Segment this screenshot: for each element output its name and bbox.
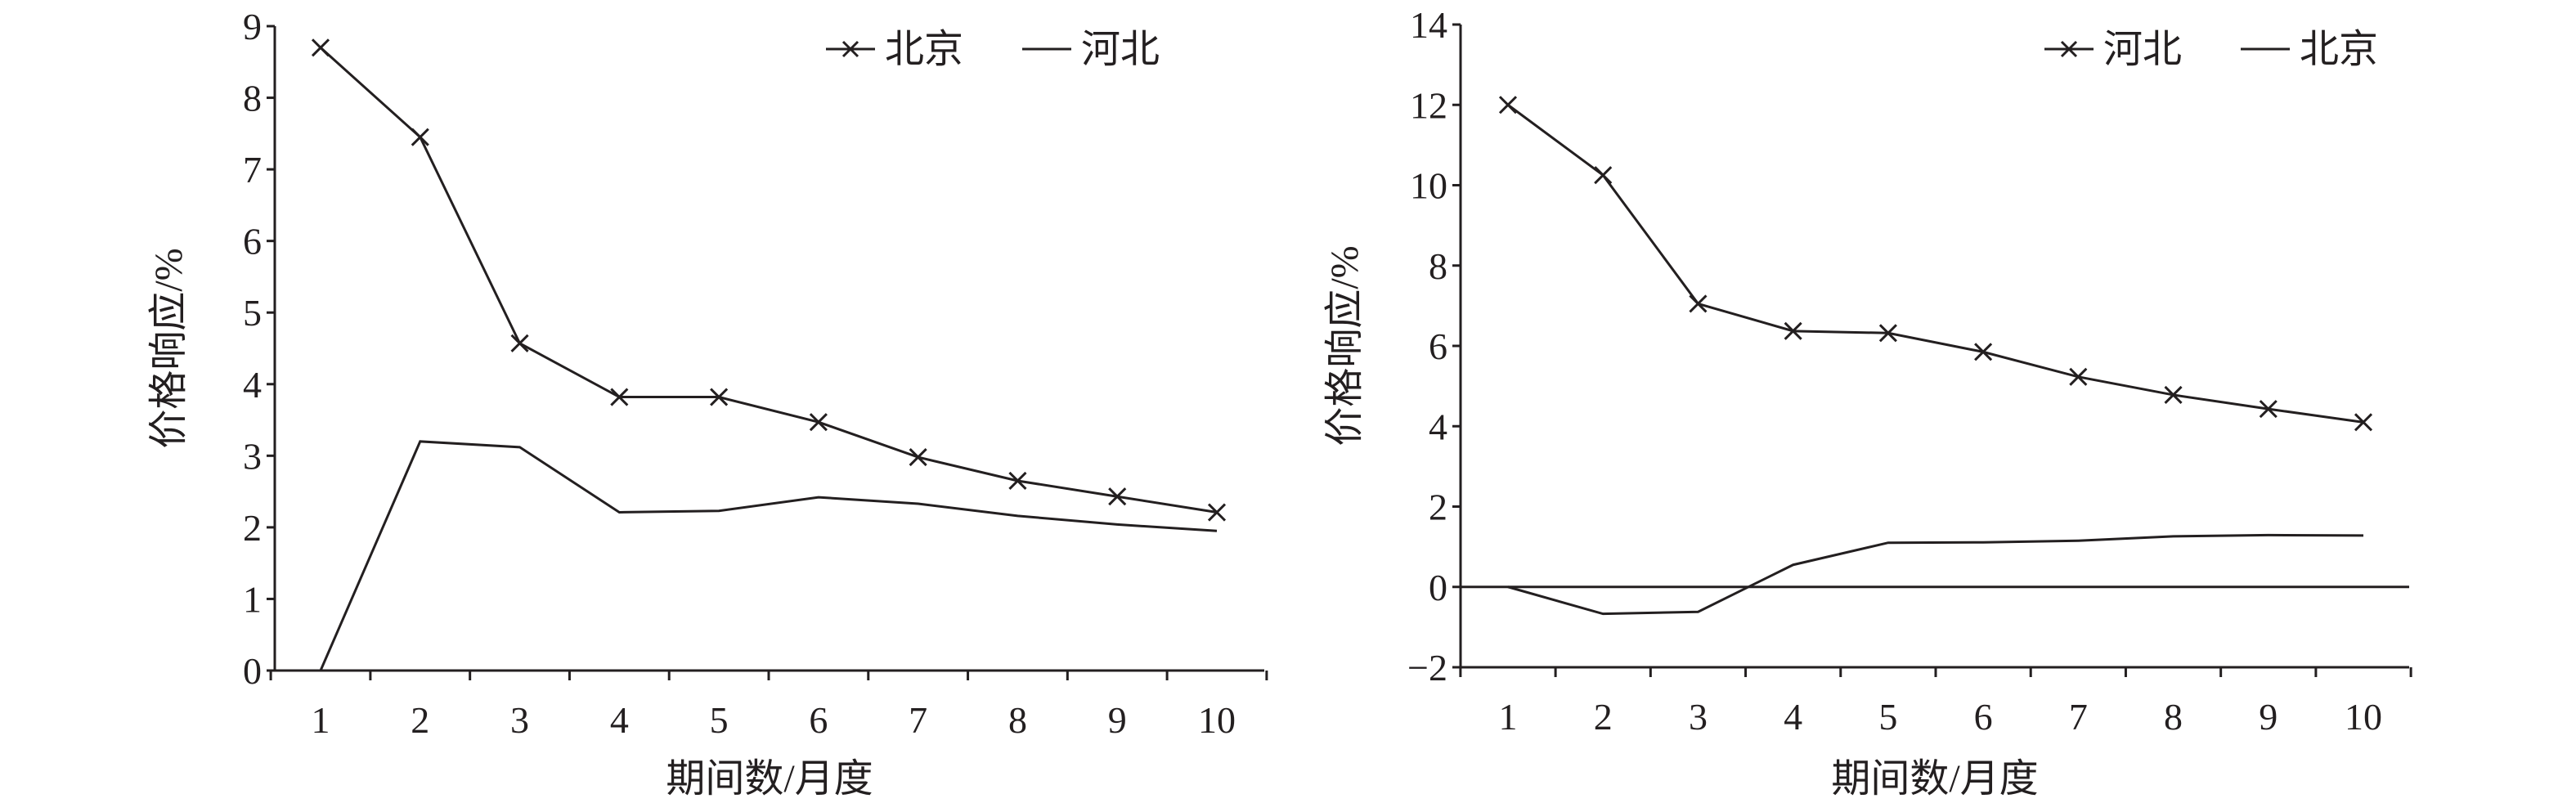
y-tick-label: 7 xyxy=(243,149,262,191)
data-point-marker xyxy=(809,413,828,432)
y-tick-label: 0 xyxy=(1429,567,1447,608)
data-point-marker xyxy=(2164,385,2183,404)
x-tick-label: 8 xyxy=(2164,696,2183,738)
y-tick-label: 6 xyxy=(1429,325,1447,367)
y-tick-label: 4 xyxy=(1429,406,1447,447)
y-tick-label: 5 xyxy=(243,292,262,334)
legend-label: 北京 xyxy=(885,28,963,71)
y-tick-label: 6 xyxy=(243,221,262,262)
data-point-marker xyxy=(909,448,927,467)
data-point-marker xyxy=(311,38,330,57)
x-tick-label: 9 xyxy=(1108,699,1127,741)
x-tick-label: 10 xyxy=(1198,699,1236,741)
y-tick-label: 2 xyxy=(243,507,262,549)
y-tick-label: 2 xyxy=(1429,487,1447,528)
x-tick-label: 6 xyxy=(809,699,828,741)
x-tick-label: 3 xyxy=(510,699,529,741)
y-tick-label: 0 xyxy=(243,650,262,692)
data-point-marker xyxy=(411,128,429,146)
legend-label: 北京 xyxy=(2300,28,2378,71)
y-tick-label: 10 xyxy=(1410,165,1447,207)
x-tick-label: 3 xyxy=(1689,696,1708,738)
y-tick-label: 8 xyxy=(243,78,262,119)
data-point-marker xyxy=(1207,503,1227,522)
legend-marker-icon xyxy=(841,40,859,58)
legend: 北京 河北 xyxy=(826,28,1160,71)
x-tick-label: 1 xyxy=(312,699,330,741)
x-tick-label: 7 xyxy=(909,699,927,741)
y-tick-label: 1 xyxy=(243,578,262,620)
x-tick-label: 1 xyxy=(1499,696,1518,738)
data-point-marker xyxy=(510,334,529,352)
data-point-marker xyxy=(610,388,629,406)
data-point-marker xyxy=(1498,96,1518,114)
x-tick-label: 2 xyxy=(411,699,429,741)
y-tick-label: 3 xyxy=(243,435,262,477)
x-tick-label: 4 xyxy=(1784,696,1802,738)
x-tick-label: 8 xyxy=(1008,699,1027,741)
series-line-1 xyxy=(1507,104,2364,424)
legend: 河北 北京 xyxy=(2044,28,2378,71)
data-point-marker xyxy=(1689,294,1708,313)
data-point-marker xyxy=(710,388,729,406)
y-axis-label: 价格响应/% xyxy=(147,248,191,448)
y-tick-label: 12 xyxy=(1410,84,1447,126)
data-point-marker xyxy=(1784,321,1802,340)
y-tick-label: 8 xyxy=(1429,245,1447,287)
series-line-2 xyxy=(319,440,1218,671)
x-tick-label: 6 xyxy=(1974,696,1993,738)
y-tick-label: 14 xyxy=(1410,4,1447,46)
legend-marker-icon xyxy=(2060,40,2078,58)
data-point-marker xyxy=(1008,471,1027,491)
y-tick-label: 4 xyxy=(243,364,262,406)
data-point-marker xyxy=(1878,324,1897,343)
legend-label: 河北 xyxy=(2103,28,2182,71)
data-point-marker xyxy=(1594,166,1613,185)
y-tick-label: 9 xyxy=(243,6,262,47)
x-axis-label: 期间数/月度 xyxy=(666,757,873,801)
chart-panel-1: 0 1 2 3 4 5 6 7 8 9 1 2 3 4 5 6 7 8 9 10 期间数/月度 价格响应/% 北京 河北 xyxy=(147,6,1268,801)
y-axis-label: 价格响应/% xyxy=(1323,245,1367,446)
x-tick-label: 10 xyxy=(2345,696,2382,738)
series-line-2 xyxy=(1507,533,2364,616)
x-tick-label: 5 xyxy=(1878,696,1897,738)
data-point-marker xyxy=(1108,487,1127,506)
legend-label: 河北 xyxy=(1081,28,1160,71)
x-tick-label: 4 xyxy=(610,699,629,741)
x-tick-label: 9 xyxy=(2259,696,2278,738)
series-line-1 xyxy=(319,47,1218,514)
x-tick-label: 2 xyxy=(1594,696,1613,738)
x-tick-label: 5 xyxy=(710,699,729,741)
data-point-marker xyxy=(1974,343,1993,361)
y-tick-label: −2 xyxy=(1407,647,1447,689)
x-axis-label: 期间数/月度 xyxy=(1831,757,2038,801)
data-point-marker xyxy=(2259,400,2278,419)
data-point-marker xyxy=(2354,413,2373,432)
x-tick-label: 7 xyxy=(2069,696,2088,738)
data-point-marker xyxy=(2069,367,2088,386)
